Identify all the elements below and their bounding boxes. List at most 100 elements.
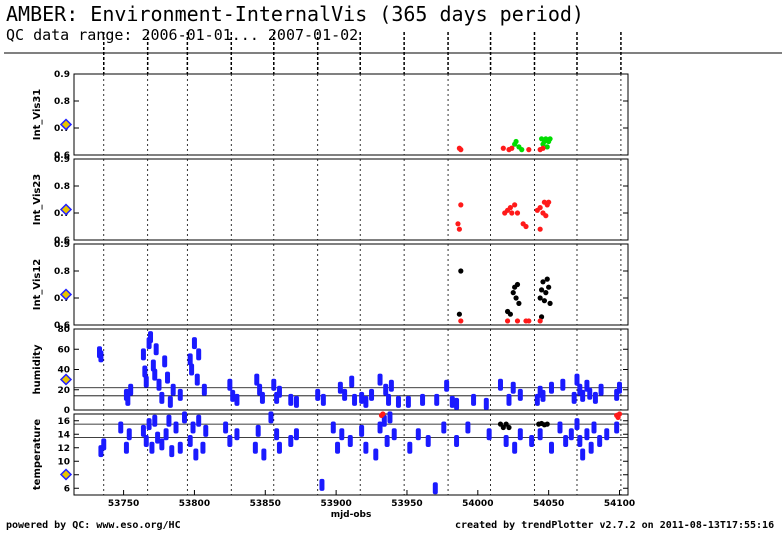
data-point [616, 381, 622, 394]
data-point [540, 279, 546, 285]
y-tick-label: 0.7 [54, 294, 70, 304]
data-point [597, 435, 603, 447]
data-point [506, 424, 512, 431]
data-point [544, 144, 550, 150]
data-point [163, 428, 169, 441]
x-axis-label: mjd-obs [331, 510, 372, 520]
data-point [387, 411, 393, 424]
data-point [506, 393, 512, 406]
data-point [153, 343, 159, 356]
data-point [547, 136, 553, 142]
y-tick-label: 0.7 [54, 124, 70, 134]
data-point [200, 441, 206, 454]
data-point [380, 411, 386, 417]
data-point [571, 391, 577, 404]
data-point [276, 441, 282, 454]
range-diamond-marker [59, 468, 73, 481]
data-point [128, 383, 134, 396]
data-point [513, 295, 519, 301]
y-tick-label: 14 [57, 430, 70, 440]
data-point [142, 365, 148, 378]
footer-powered-by: powered by QC: www.eso.org/HC [6, 520, 181, 531]
data-point [187, 353, 193, 366]
data-point [234, 428, 240, 441]
data-point [271, 378, 277, 391]
data-point [384, 435, 390, 447]
data-point [497, 378, 503, 391]
data-point [588, 441, 594, 454]
data-point [166, 414, 172, 427]
data-point [395, 395, 401, 408]
data-point [193, 448, 199, 461]
data-point [167, 395, 173, 408]
data-point [486, 428, 492, 441]
data-point [503, 435, 509, 447]
data-point [159, 391, 165, 404]
data-point [288, 393, 294, 406]
data-point [373, 448, 379, 461]
data-point [420, 393, 426, 406]
data-point [140, 348, 146, 361]
data-point [363, 395, 369, 408]
data-point [540, 389, 546, 402]
y-tick-label: 0.8 [54, 97, 70, 107]
footer-created-by: created by trendPlotter v2.7.2 on 2011-0… [455, 520, 775, 531]
data-point [456, 226, 462, 232]
data-point [543, 290, 549, 296]
data-point [509, 145, 515, 151]
data-point [516, 300, 522, 306]
y-tick-label: 0.6 [54, 321, 70, 331]
y-tick-label: 0.9 [54, 70, 70, 80]
x-tick-label: 54050 [533, 499, 564, 509]
x-tick-label: 53950 [391, 499, 422, 509]
data-point [510, 381, 516, 394]
y-tick-label: 40 [57, 366, 70, 376]
data-point [143, 435, 149, 447]
data-point [540, 145, 546, 151]
data-point [546, 199, 552, 205]
y-axis-label: temperature [32, 419, 43, 490]
data-point [169, 445, 175, 458]
data-point [514, 318, 521, 324]
y-axis-label: Int_Vis31 [32, 89, 43, 141]
data-point [548, 381, 554, 394]
data-point [252, 441, 258, 454]
x-tick-label: 53900 [320, 499, 351, 509]
data-point [537, 428, 543, 441]
y-tick-label: 80 [57, 325, 70, 335]
data-point [483, 397, 489, 410]
range-diamond-marker [59, 118, 73, 131]
data-point [101, 438, 107, 451]
data-point [537, 318, 543, 324]
data-point [454, 397, 460, 410]
data-point [444, 379, 450, 392]
data-point [377, 421, 383, 434]
data-point [529, 435, 535, 447]
data-point [177, 441, 183, 454]
data-point [514, 210, 521, 216]
data-point [526, 318, 532, 324]
y-axis-label: Int_Vis12 [32, 259, 43, 311]
data-point [342, 388, 348, 401]
y-tick-label: 20 [57, 386, 70, 396]
data-point [507, 205, 513, 211]
data-point [177, 388, 183, 401]
data-point [159, 438, 165, 451]
data-point [125, 393, 131, 406]
data-point [449, 395, 455, 408]
data-point [537, 226, 543, 232]
data-point [165, 371, 171, 384]
chart-title: AMBER: Environment-InternalVis (365 days… [6, 2, 584, 26]
data-point [537, 205, 543, 211]
data-point [274, 428, 280, 441]
data-point [190, 421, 196, 434]
data-point [293, 428, 299, 441]
data-point [504, 318, 511, 324]
y-tick-label: 0.8 [54, 267, 70, 277]
data-point [577, 435, 583, 447]
data-point [182, 411, 188, 424]
data-point [203, 424, 209, 437]
y-tick-label: 12 [57, 444, 70, 454]
data-point [234, 393, 240, 406]
